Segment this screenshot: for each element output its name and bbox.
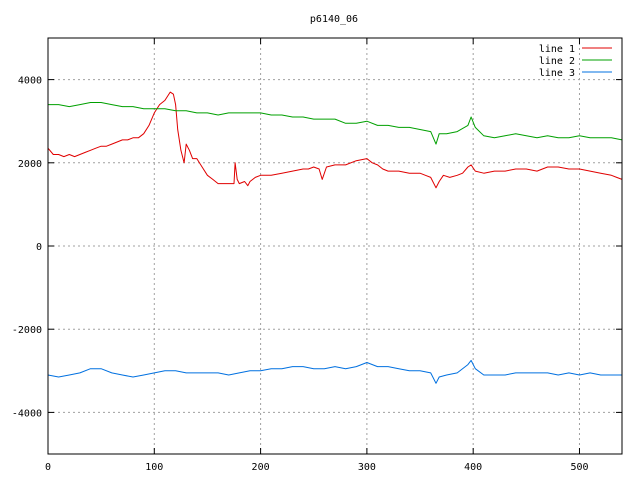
chart-title: p6140_06	[310, 14, 358, 25]
series-line-2	[48, 102, 623, 145]
axis-ticks: 0 100 200 300 400 500 4000 2000 0 -2000 -4000	[12, 38, 622, 473]
x-tick-label: 500	[570, 462, 588, 473]
y-tick-label: 0	[36, 242, 42, 253]
y-tick-label: 4000	[18, 76, 42, 87]
x-tick-label: 400	[464, 462, 482, 473]
grid-lines	[48, 38, 622, 454]
series-lines	[47, 91, 623, 384]
y-tick-label: -2000	[12, 325, 42, 336]
x-tick-label: 100	[145, 462, 163, 473]
legend-label: line 2	[539, 56, 575, 67]
series-line-1	[47, 91, 623, 189]
y-tick-label: 2000	[18, 159, 42, 170]
x-tick-label: 0	[45, 462, 51, 473]
legend-label: line 1	[539, 44, 575, 55]
x-tick-label: 200	[252, 462, 270, 473]
y-tick-label: -4000	[12, 408, 42, 419]
x-tick-label: 300	[358, 462, 376, 473]
series-line-3	[47, 359, 622, 384]
legend-label: line 3	[539, 68, 575, 79]
